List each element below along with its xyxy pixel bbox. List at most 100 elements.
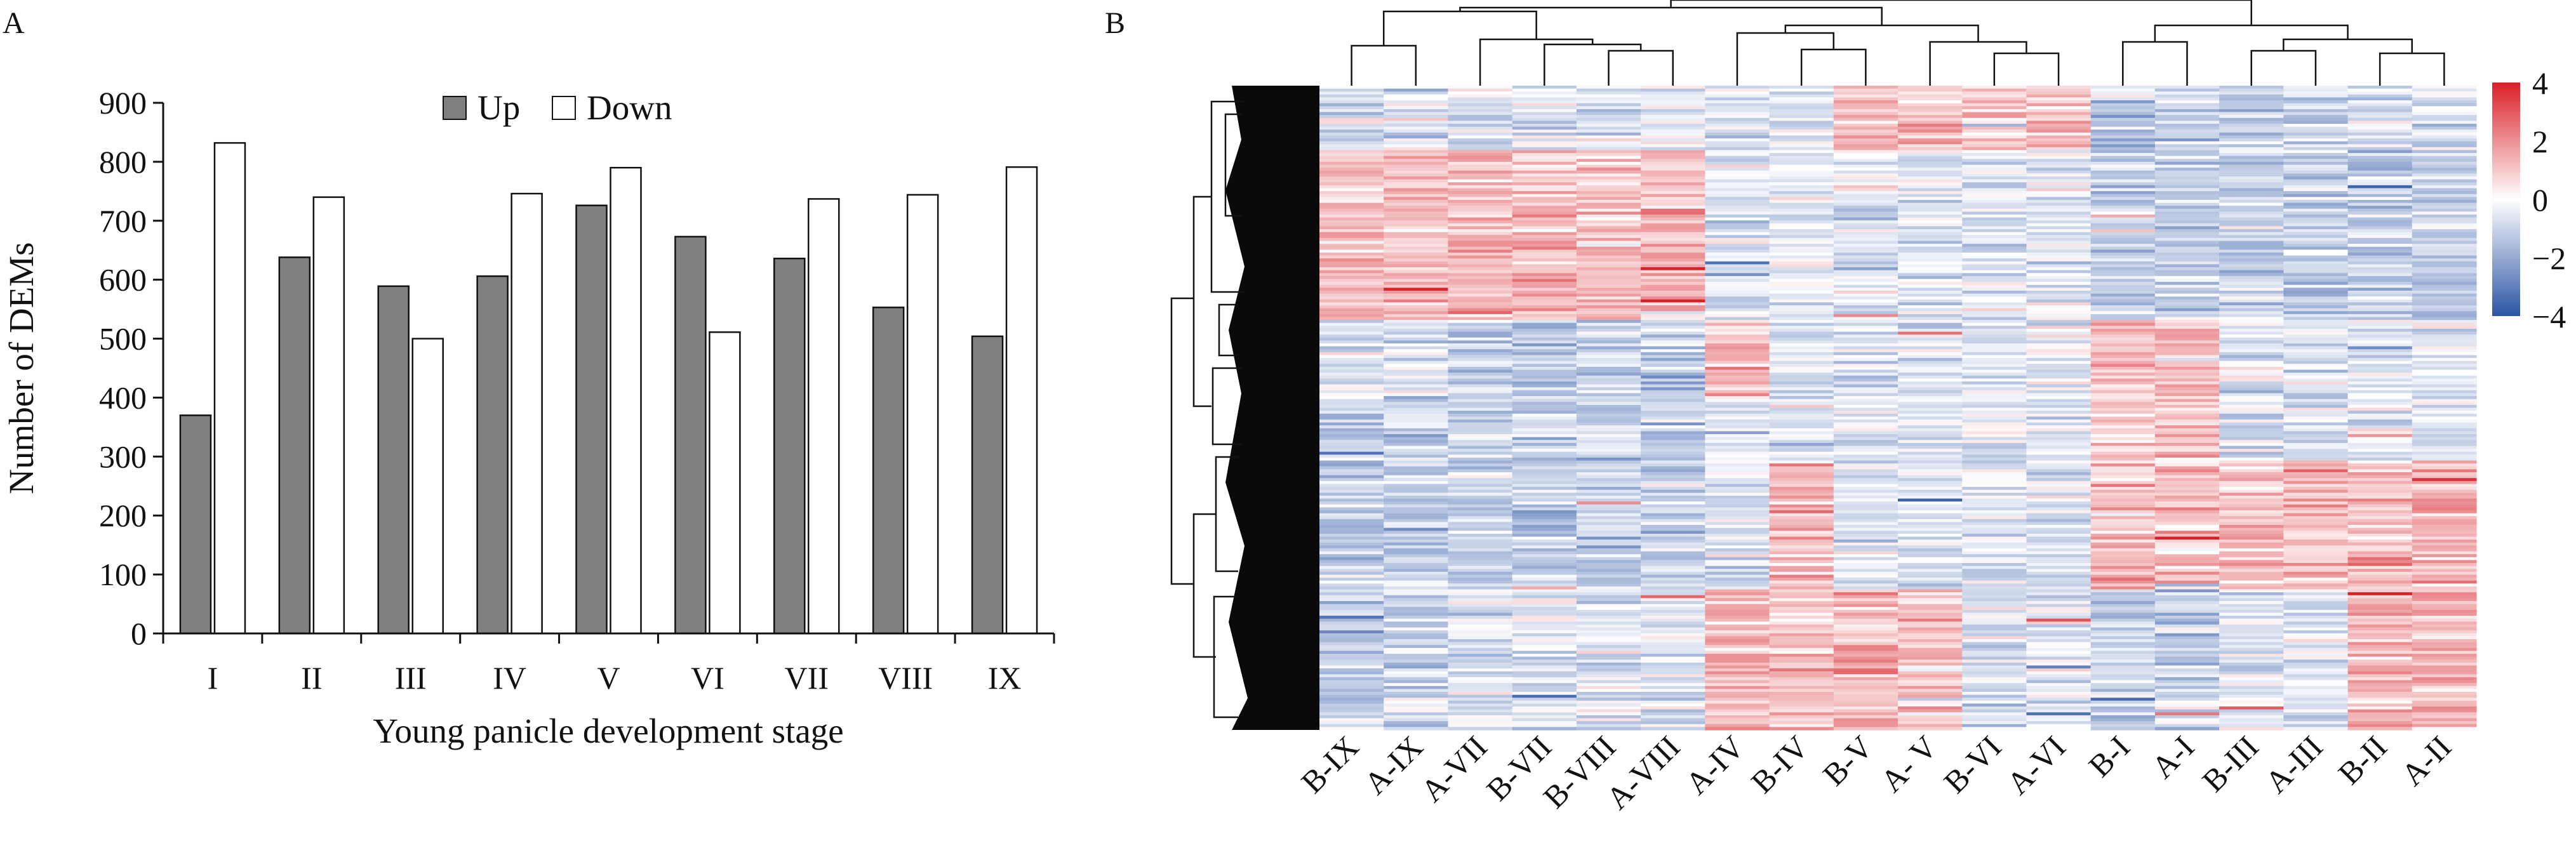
heatmap-cell: [1705, 305, 1770, 309]
heatmap-cell: [2347, 592, 2413, 596]
heatmap-cell: [1448, 103, 1513, 107]
heatmap-cell: [2026, 721, 2092, 725]
heatmap-cell: [1319, 202, 1384, 206]
heatmap-cell: [2347, 416, 2413, 420]
heatmap-cell: [1448, 226, 1513, 230]
heatmap-cell: [2026, 384, 2092, 388]
heatmap-cell: [2347, 97, 2413, 101]
heatmap-cell: [2283, 252, 2349, 256]
heatmap-cell: [1384, 536, 1449, 540]
heatmap-cell: [1384, 630, 1449, 634]
heatmap-cell: [2347, 326, 2413, 329]
heatmap-cell: [1384, 706, 1449, 710]
heatmap-cell: [1512, 583, 1577, 587]
heatmap-cell: [1833, 413, 1899, 417]
heatmap-cell: [2090, 246, 2156, 250]
colorbar-tick-label: 0: [2532, 182, 2548, 218]
heatmap-cell: [1448, 290, 1513, 295]
heatmap-cell: [1448, 659, 1513, 663]
heatmap-cell: [2154, 513, 2220, 517]
heatmap-cell: [1705, 551, 1770, 555]
heatmap-cell: [1384, 232, 1449, 235]
heatmap-cell: [1833, 689, 1899, 692]
heatmap-cell: [2090, 419, 2156, 423]
heatmap-cell: [1448, 709, 1513, 713]
heatmap-cell: [2026, 712, 2092, 716]
heatmap-cell: [1319, 282, 1384, 286]
bar-up-VIII: [872, 307, 905, 635]
heatmap-cell: [1384, 366, 1449, 371]
heatmap-cell: [2347, 440, 2413, 444]
heatmap-cell: [2090, 431, 2156, 435]
heatmap-cell: [1512, 624, 1577, 628]
heatmap-cell: [1641, 654, 1705, 658]
heatmap-cell: [2154, 331, 2220, 335]
heatmap-cell: [2347, 472, 2413, 476]
heatmap-cell: [1319, 109, 1384, 113]
heatmap-cell: [1319, 580, 1384, 584]
heatmap-cell: [1576, 498, 1641, 502]
heatmap-cell: [1962, 698, 2027, 701]
heatmap-cell: [2090, 540, 2156, 543]
heatmap-cell: [1576, 636, 1641, 640]
heatmap-cell: [1962, 472, 2027, 476]
heatmap-cell: [2090, 211, 2156, 215]
heatmap-cell: [2219, 715, 2284, 719]
heatmap-cell: [2154, 364, 2220, 368]
heatmap-cell: [1705, 527, 1770, 531]
heatmap-cell: [1448, 533, 1513, 538]
heatmap-cell: [1448, 630, 1513, 634]
heatmap-cell: [1512, 516, 1577, 520]
heatmap-cell: [2219, 613, 2284, 616]
heatmap-cell: [1833, 97, 1899, 101]
heatmap-cell: [1512, 569, 1577, 573]
heatmap-cell: [1833, 159, 1899, 162]
heatmap-cell: [2090, 396, 2156, 400]
heatmap-cell: [1512, 270, 1577, 274]
heatmap-cell: [2026, 613, 2092, 616]
heatmap-cell: [2219, 381, 2284, 385]
heatmap-cell: [1512, 103, 1577, 107]
heatmap-cell: [1512, 618, 1577, 622]
heatmap-cell: [1898, 343, 1963, 347]
heatmap-cell: [2283, 694, 2349, 698]
heatmap-cell: [1833, 199, 1899, 204]
heatmap-cell: [2219, 557, 2284, 561]
heatmap-cell: [2412, 147, 2477, 151]
heatmap-cell: [1833, 598, 1899, 602]
heatmap-cell: [2412, 706, 2477, 710]
heatmap-cell: [2219, 566, 2284, 569]
heatmap-cell: [1769, 393, 1834, 397]
heatmap-cell: [1641, 472, 1705, 476]
heatmap-cell: [2026, 255, 2092, 259]
heatmap-cell: [2090, 337, 2156, 341]
heatmap-cell: [1705, 378, 1770, 382]
heatmap-cell: [2219, 598, 2284, 602]
heatmap-cell: [2283, 191, 2349, 195]
heatmap-cell: [2090, 147, 2156, 151]
heatmap-cell: [1319, 624, 1384, 628]
heatmap-cell: [1512, 237, 1577, 242]
heatmap-cell: [2283, 185, 2349, 189]
heatmap-cell: [1319, 267, 1384, 271]
heatmap-cell: [1576, 475, 1641, 479]
heatmap-cell: [2347, 170, 2413, 175]
heatmap-cell: [1384, 683, 1449, 687]
heatmap-cell: [2283, 434, 2349, 438]
heatmap-cell: [1769, 322, 1834, 326]
heatmap-cell: [2219, 346, 2284, 350]
heatmap-cell: [1833, 364, 1899, 368]
bar-down-IX: [1005, 166, 1038, 635]
heatmap-cell: [1319, 449, 1384, 453]
heatmap-cell: [2283, 366, 2349, 371]
heatmap-cell: [1833, 121, 1899, 124]
heatmap-cell: [1705, 519, 1770, 523]
heatmap-cell: [1384, 677, 1449, 681]
heatmap-cell: [2219, 361, 2284, 364]
heatmap-cell: [1833, 188, 1899, 192]
heatmap-cell: [1641, 554, 1705, 558]
heatmap-cell: [2219, 642, 2284, 646]
heatmap-cell: [2026, 454, 2092, 458]
heatmap-cell: [1319, 446, 1384, 449]
heatmap-cell: [2090, 442, 2156, 447]
